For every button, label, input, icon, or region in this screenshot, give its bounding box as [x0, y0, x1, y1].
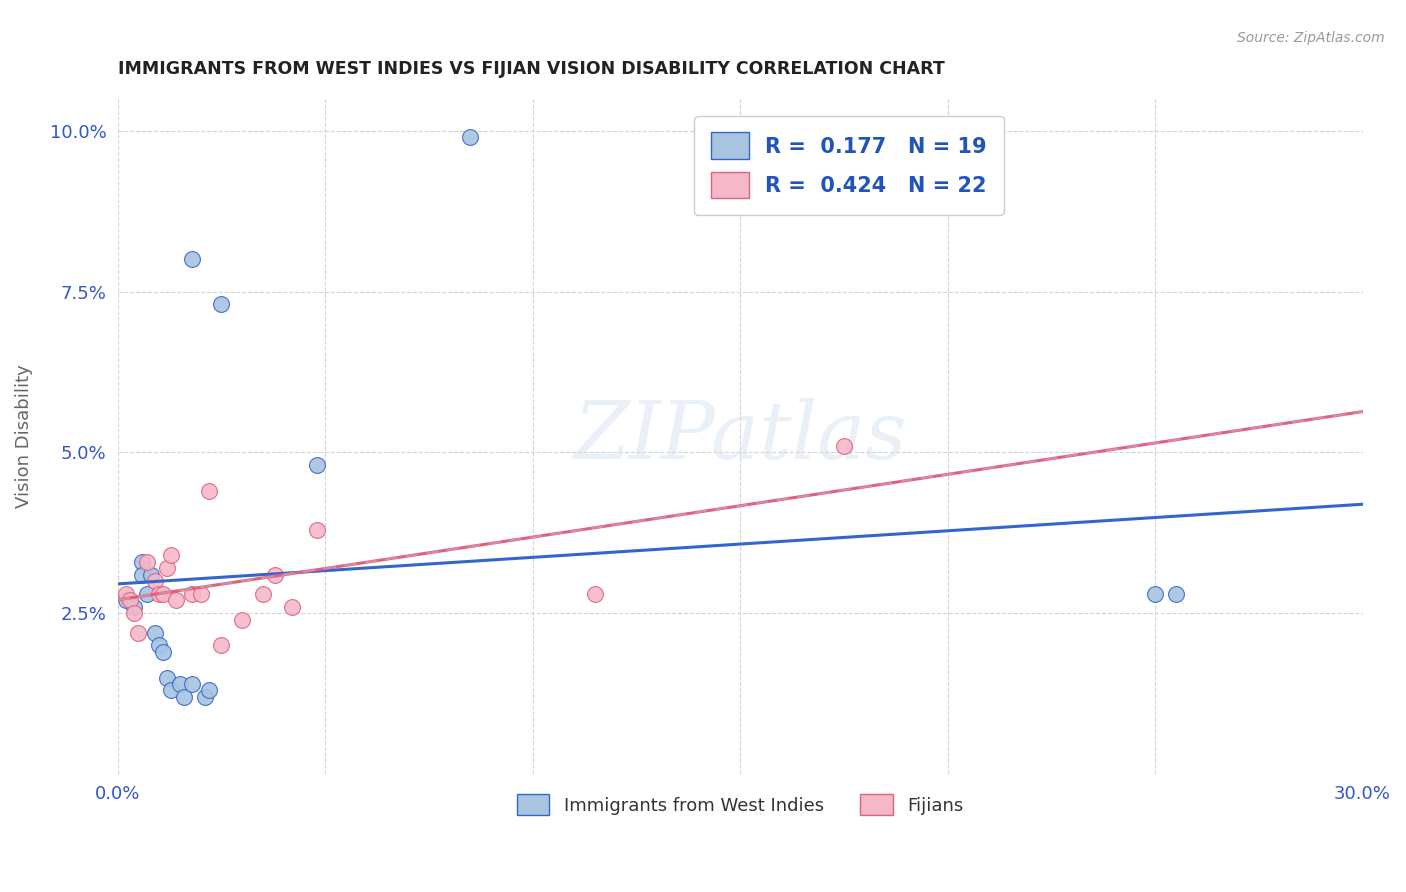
Point — [181, 252, 204, 267]
Point — [135, 555, 157, 569]
Y-axis label: Vision Disability: Vision Disability — [15, 365, 32, 508]
Point — [152, 587, 174, 601]
Point — [148, 639, 170, 653]
Point — [156, 561, 179, 575]
Point — [190, 587, 212, 601]
Point — [122, 599, 145, 614]
Point — [305, 523, 328, 537]
Point — [156, 671, 179, 685]
Point — [118, 593, 141, 607]
Point — [143, 625, 166, 640]
Point — [832, 439, 855, 453]
Point — [160, 549, 183, 563]
Point — [209, 639, 232, 653]
Point — [165, 593, 187, 607]
Point — [198, 484, 221, 499]
Point — [169, 677, 191, 691]
Point — [139, 567, 162, 582]
Point — [458, 130, 481, 145]
Point — [181, 587, 204, 601]
Point — [252, 587, 274, 601]
Point — [135, 587, 157, 601]
Point — [127, 625, 149, 640]
Text: Source: ZipAtlas.com: Source: ZipAtlas.com — [1237, 31, 1385, 45]
Point — [181, 677, 204, 691]
Point — [1164, 587, 1187, 601]
Point — [209, 297, 232, 311]
Point — [305, 458, 328, 473]
Point — [231, 613, 253, 627]
Point — [198, 683, 221, 698]
Point — [160, 683, 183, 698]
Point — [173, 690, 195, 704]
Text: ZIPatlas: ZIPatlas — [574, 398, 907, 475]
Point — [1144, 587, 1167, 601]
Point — [583, 587, 606, 601]
Point — [122, 607, 145, 621]
Point — [152, 645, 174, 659]
Point — [143, 574, 166, 588]
Point — [114, 587, 136, 601]
Point — [131, 567, 153, 582]
Point — [194, 690, 217, 704]
Point — [281, 599, 304, 614]
Point — [148, 587, 170, 601]
Point — [131, 555, 153, 569]
Text: IMMIGRANTS FROM WEST INDIES VS FIJIAN VISION DISABILITY CORRELATION CHART: IMMIGRANTS FROM WEST INDIES VS FIJIAN VI… — [118, 60, 945, 78]
Point — [114, 593, 136, 607]
Legend: Immigrants from West Indies, Fijians: Immigrants from West Indies, Fijians — [509, 788, 970, 822]
Point — [264, 567, 287, 582]
